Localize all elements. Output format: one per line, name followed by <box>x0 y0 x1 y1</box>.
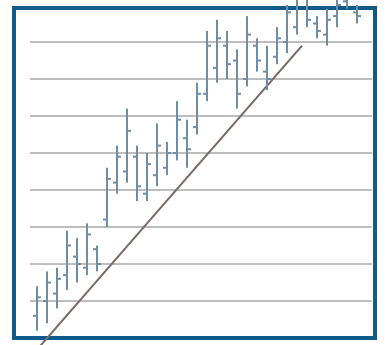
ohlc-bar-2 <box>43 271 51 324</box>
trendline <box>39 45 303 345</box>
ohlc-bar-31 <box>333 0 341 28</box>
ohlc-bar-24 <box>263 45 271 91</box>
ohlc-bar-19 <box>213 19 221 83</box>
chart-border <box>12 6 377 340</box>
ohlc-bar-27 <box>293 0 298 35</box>
ohlc-bar-1 <box>33 286 41 331</box>
ohlc-bar-33 <box>353 5 361 24</box>
ohlc-bar-26 <box>283 5 291 54</box>
ohlc-bar-14 <box>163 141 171 176</box>
ohlc-bar-3 <box>53 267 61 309</box>
ohlc-bar-9 <box>113 145 121 194</box>
ohlc-bar-7 <box>93 245 101 272</box>
ohlc-bar-16 <box>183 119 191 168</box>
ohlc-bar-17 <box>193 82 201 135</box>
price-bars <box>33 0 361 331</box>
ohlc-bar-12 <box>143 153 151 202</box>
gridlines <box>30 41 372 302</box>
ohlc-bar-30 <box>323 8 331 46</box>
ohlc-bar-15 <box>173 101 181 161</box>
ohlc-bar-4 <box>63 230 71 290</box>
ohlc-bar-23 <box>253 38 261 72</box>
ohlc-bar-10 <box>123 108 131 183</box>
ohlc-bar-22 <box>243 16 251 87</box>
ohlc-bar-32 <box>343 0 348 9</box>
ohlc-bar-21 <box>233 49 241 109</box>
ohlc-bar-28 <box>306 0 311 28</box>
ohlc-bar-18 <box>203 30 211 102</box>
ohlc-bar-11 <box>133 145 141 202</box>
ohlc-bar-25 <box>273 27 281 65</box>
ohlc-bar-29 <box>313 16 321 39</box>
ohlc-bar-13 <box>153 123 161 187</box>
ohlc-bar-20 <box>223 30 231 79</box>
ohlc-bar-5 <box>73 238 81 283</box>
trendline-group <box>39 45 303 345</box>
ohlc-bar-6 <box>83 223 91 276</box>
ohlc-bar-8 <box>103 167 111 227</box>
